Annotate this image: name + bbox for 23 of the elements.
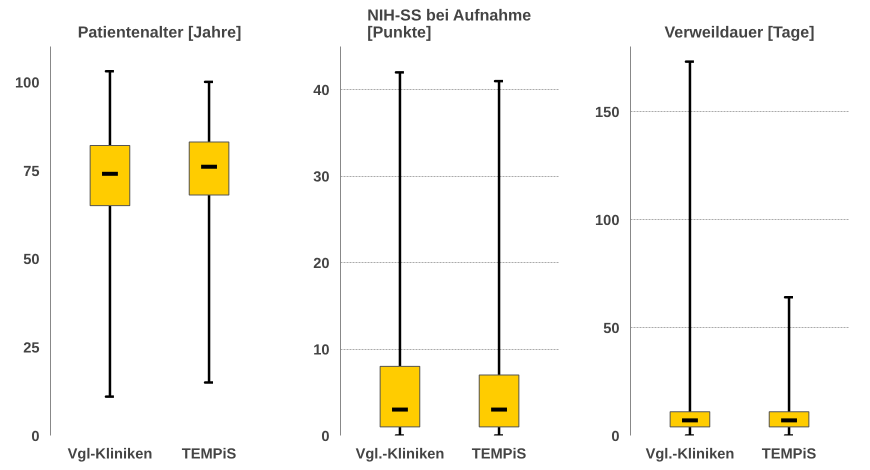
y-tick-label: 0: [321, 429, 330, 445]
x-tick-label: Vgl-Kliniken: [68, 446, 152, 462]
y-tick-label: 50: [603, 320, 620, 337]
x-tick-label: Vgl.-Kliniken: [646, 446, 734, 462]
y-tick-label: 150: [595, 104, 620, 121]
y-tick-label: 50: [23, 252, 40, 268]
y-tick-label: 25: [23, 340, 40, 357]
y-tick-label: 75: [23, 164, 40, 180]
y-tick-label: 20: [313, 256, 330, 272]
y-tick-label: 0: [611, 429, 620, 445]
y-tick-label: 100: [15, 75, 40, 92]
x-tick-label: TEMPiS: [472, 446, 527, 462]
y-tick-label: 10: [313, 342, 330, 359]
chart-title: Verweildauer [Tage]: [664, 24, 814, 42]
chart-title: NIH-SS bei Aufnahme [Punkte]: [367, 8, 532, 42]
chart-title: Patientenalter [Jahre]: [78, 24, 242, 42]
y-tick-label: 100: [595, 212, 620, 229]
y-tick-label: 30: [313, 170, 330, 186]
x-tick-label: Vgl.-Kliniken: [356, 446, 444, 462]
y-tick-label: 0: [31, 429, 40, 445]
x-tick-label: TEMPiS: [182, 446, 237, 462]
x-tick-label: TEMPiS: [762, 446, 817, 462]
y-tick-label: 40: [313, 83, 330, 100]
